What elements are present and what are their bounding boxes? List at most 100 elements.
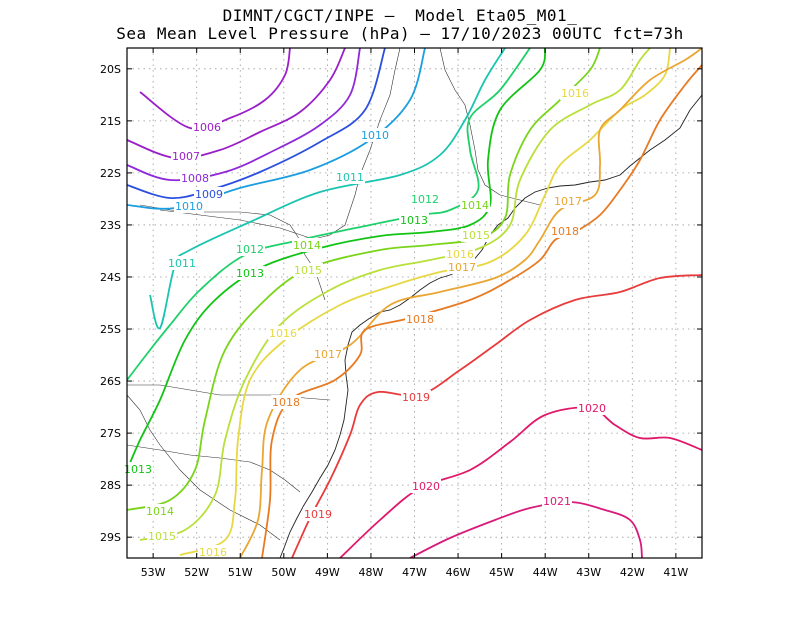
isobar-1016: [179, 48, 671, 556]
isobar-label-bg: [292, 238, 322, 252]
isobar-label-1010: 1010: [174, 199, 204, 213]
isobar-label-1017: 1017: [447, 260, 477, 274]
isobar-1012: [127, 48, 531, 381]
lat-tick-label: 22S: [100, 167, 121, 180]
isobar-1007: [127, 48, 346, 160]
isobar-label-bg: [461, 228, 491, 242]
isobar-label-bg: [401, 390, 431, 404]
lon-tick-label: 49W: [315, 566, 340, 579]
isobar-label-1012: 1012: [235, 242, 265, 256]
isobar-label-bg: [553, 194, 583, 208]
isobar-1020: [339, 406, 702, 558]
isobar-label-bg: [194, 187, 224, 201]
isobar-label-1011: 1011: [335, 170, 365, 184]
border-argentina: [127, 394, 281, 541]
state-border-sp-mg: [294, 48, 401, 244]
lon-tick-label: 43W: [576, 566, 601, 579]
isobar-label-text: 1006: [193, 121, 221, 134]
isobar-label-1014: 1014: [145, 504, 175, 518]
lon-tick-label: 44W: [533, 566, 558, 579]
lat-tick-label: 21S: [100, 115, 121, 128]
geography-lines: [127, 48, 702, 558]
isobar-label-text: 1020: [412, 480, 440, 493]
isobar-1014: [127, 48, 601, 511]
isobar-1008: [127, 48, 361, 182]
isobar-1015: [139, 48, 651, 541]
isobar-label-1019: 1019: [303, 507, 333, 521]
isobar-label-1016: 1016: [198, 545, 228, 559]
lon-tick-label: 47W: [402, 566, 427, 579]
isobar-label-bg: [198, 545, 228, 559]
isobar-label-text: 1018: [272, 396, 300, 409]
lat-tick-label: 28S: [100, 479, 121, 492]
chart-title-line1: DIMNT/CGCT/INPE – Model Eta05_M01_: [222, 6, 578, 25]
isobar-label-bg: [235, 242, 265, 256]
isobar-label-1013: 1013: [123, 462, 153, 476]
isobar-label-1014: 1014: [460, 198, 490, 212]
isobar-label-1018: 1018: [271, 395, 301, 409]
isobar-label-text: 1016: [269, 327, 297, 340]
isobar-label-text: 1018: [551, 225, 579, 238]
isobar-label-1020: 1020: [411, 479, 441, 493]
isobar-label-bg: [447, 260, 477, 274]
isobar-1019: [291, 274, 702, 558]
lon-tick-label: 46W: [446, 566, 471, 579]
isobar-label-text: 1020: [578, 402, 606, 415]
isobar-label-bg: [550, 224, 580, 238]
isobar-label-text: 1013: [400, 214, 428, 227]
isobar-label-text: 1010: [175, 200, 203, 213]
isobar-label-text: 1008: [181, 172, 209, 185]
isobar-label-bg: [460, 198, 490, 212]
isobar-label-text: 1013: [124, 463, 152, 476]
isobar-label-bg: [293, 263, 323, 277]
isobar-label-1016: 1016: [445, 247, 475, 261]
isobar-label-1008: 1008: [180, 171, 210, 185]
isobar-label-bg: [405, 312, 435, 326]
isobar-label-bg: [335, 170, 365, 184]
isobar-label-bg: [268, 326, 298, 340]
isobar-label-1016: 1016: [268, 326, 298, 340]
lon-tick-label: 42W: [620, 566, 645, 579]
isobar-label-text: 1016: [199, 546, 227, 559]
isobar-label-text: 1010: [361, 129, 389, 142]
isobar-label-1015: 1015: [147, 529, 177, 543]
isobar-label-text: 1014: [146, 505, 174, 518]
lon-tick-label: 41W: [663, 566, 688, 579]
isobar-label-1014: 1014: [292, 238, 322, 252]
axis-ticks: 20S 21S 22S 23S 24S 25S 26S 27S 28S 29S 53W 52W 51W 5…: [100, 48, 702, 579]
isobar-label-bg: [145, 504, 175, 518]
isobar-label-text: 1013: [236, 267, 264, 280]
isobar-1021: [409, 501, 643, 558]
isobar-label-1016: 1016: [560, 86, 590, 100]
isobar-label-1013: 1013: [399, 213, 429, 227]
isobar-label-text: 1015: [294, 264, 322, 277]
state-border-mg-es: [439, 48, 541, 206]
isobar-label-1020: 1020: [577, 401, 607, 415]
isobar-label-bg: [411, 479, 441, 493]
isobar-label-bg: [147, 529, 177, 543]
isobar-label-bg: [192, 120, 222, 134]
isobar-label-bg: [180, 171, 210, 185]
isobar-label-1015: 1015: [293, 263, 323, 277]
isobar-label-bg: [303, 507, 333, 521]
isobar-label-1017: 1017: [313, 347, 343, 361]
isobar-label-bg: [360, 128, 390, 142]
isobar-label-bg: [123, 462, 153, 476]
isobar-label-1018: 1018: [405, 312, 435, 326]
isobar-lines: [127, 48, 702, 558]
isobar-label-1007: 1007: [171, 149, 201, 163]
lon-tick-label: 48W: [359, 566, 384, 579]
chart-title-line2: Sea Mean Level Pressure (hPa) – 17/10/20…: [116, 24, 684, 43]
isobar-label-text: 1021: [543, 495, 571, 508]
lon-tick-label: 51W: [228, 566, 253, 579]
isobar-label-1013: 1013: [235, 266, 265, 280]
isobar-label-text: 1015: [148, 530, 176, 543]
lat-tick-label: 27S: [100, 427, 121, 440]
lon-tick-label: 45W: [489, 566, 514, 579]
lat-tick-label: 26S: [100, 375, 121, 388]
isobar-label-bg: [560, 86, 590, 100]
isobar-label-1017: 1017: [553, 194, 583, 208]
lat-tick-label: 29S: [100, 531, 121, 544]
isobar-label-bg: [174, 199, 204, 213]
